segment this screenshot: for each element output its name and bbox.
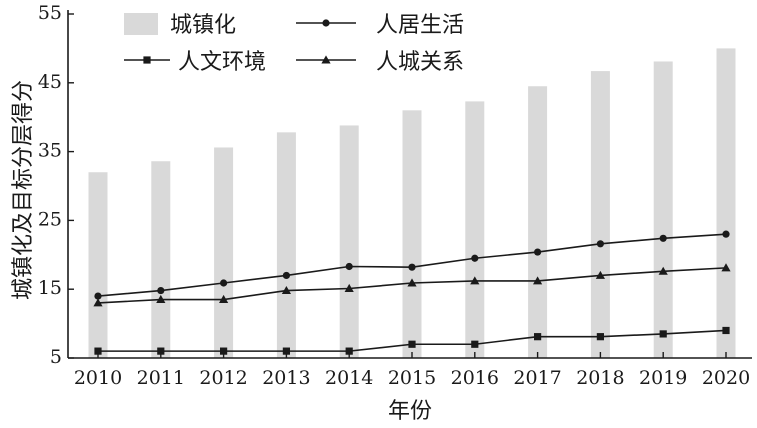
point-triangle-2014 (344, 283, 354, 292)
point-triangle-2012 (219, 294, 229, 303)
point-circle-2014 (345, 262, 353, 271)
point-triangle-2017 (533, 276, 543, 285)
bar-2011 (151, 161, 171, 358)
point-triangle-2013 (281, 285, 291, 295)
point-square-2013 (282, 347, 290, 355)
point-triangle-2018 (595, 270, 605, 279)
y-tick-label-5: 5 (50, 346, 62, 368)
y-tick-label-15: 15 (38, 277, 62, 299)
point-square-2014 (345, 347, 353, 355)
x-tick-label-2020: 2020 (702, 367, 750, 389)
axes: 5 15 25 35 45 55 2010 2011 2012 2013 2014 2015 2016 2… (38, 2, 752, 389)
legend-marker-circle (322, 19, 330, 27)
bar-2017 (528, 86, 548, 359)
point-triangle-2015 (407, 278, 417, 287)
x-tick-label-2017: 2017 (513, 367, 561, 389)
point-circle-2018 (596, 240, 605, 248)
x-tick-label-2018: 2018 (576, 367, 624, 389)
point-circle-2013 (282, 271, 290, 280)
legend-label-triangle: 人城关系 (376, 50, 464, 75)
point-square-2018 (596, 333, 604, 341)
point-circle-2011 (157, 286, 165, 295)
legend-label-square: 人文环境 (178, 50, 266, 75)
y-tick-label-25: 25 (38, 208, 62, 230)
legend-label-circle: 人居生活 (376, 13, 464, 38)
legend-swatch-bar (124, 13, 158, 35)
point-triangle-2020 (721, 263, 731, 272)
bar-2016 (465, 101, 485, 358)
x-tick-label-2012: 2012 (199, 367, 247, 389)
point-circle-2016 (471, 254, 479, 262)
x-tick-label-2011: 2011 (137, 367, 185, 389)
point-square-2020 (722, 326, 730, 335)
x-tick-label-2019: 2019 (639, 367, 687, 389)
point-circle-2012 (220, 279, 228, 287)
bar-group (88, 48, 736, 359)
bar-2020 (716, 48, 736, 359)
point-square-2017 (534, 333, 542, 341)
bar-2019 (653, 61, 673, 359)
point-square-2016 (471, 340, 479, 348)
bar-2018 (590, 71, 610, 358)
point-circle-2015 (408, 263, 416, 271)
x-tick-label-2013: 2013 (262, 367, 310, 389)
y-tick-label-55: 55 (38, 2, 62, 24)
point-circle-2017 (534, 248, 542, 256)
point-triangle-2016 (470, 276, 480, 285)
bar-2012 (214, 147, 234, 358)
point-circle-2020 (722, 230, 730, 238)
legend-marker-triangle (321, 55, 331, 64)
x-tick-label-2014: 2014 (325, 367, 373, 389)
bar-2010 (88, 172, 108, 358)
legend-marker-square (143, 56, 151, 64)
x-tick-label-2015: 2015 (388, 367, 436, 389)
point-triangle-2010 (93, 298, 103, 307)
y-tick-label-35: 35 (38, 140, 62, 162)
point-square-2019 (659, 330, 667, 338)
point-triangle-2011 (156, 294, 166, 303)
bar-2014 (339, 125, 359, 359)
point-circle-2019 (659, 234, 667, 242)
legend-label-bar: 城镇化 (170, 13, 236, 38)
point-triangle-2019 (658, 266, 668, 275)
point-square-2012 (220, 347, 228, 355)
y-axis-title: 城镇化及目标分层得分 (11, 80, 36, 300)
x-tick-label-2016: 2016 (451, 367, 499, 389)
point-square-2011 (157, 347, 165, 355)
point-square-2015 (408, 340, 416, 348)
bar-2015 (402, 110, 422, 358)
point-square-2010 (94, 347, 102, 355)
y-tick-label-45: 45 (38, 71, 62, 93)
bar-2013 (276, 132, 296, 358)
point-circle-2010 (94, 292, 102, 300)
x-tick-label-2010: 2010 (74, 367, 122, 389)
x-axis-title: 年份 (388, 399, 432, 424)
line-series-group (93, 230, 731, 355)
